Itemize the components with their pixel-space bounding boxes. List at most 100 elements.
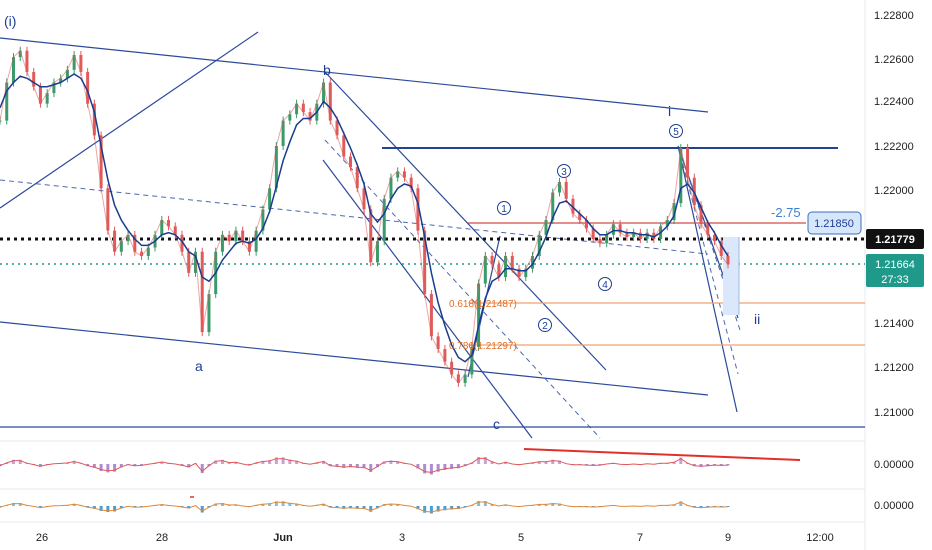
candle-body xyxy=(25,50,29,72)
candle-body xyxy=(463,374,467,383)
candle-body xyxy=(288,114,292,121)
y-tick-label: 1.22200 xyxy=(874,141,914,153)
x-tick-label: 28 xyxy=(156,532,168,544)
candle-body xyxy=(699,205,703,225)
candle-body xyxy=(113,230,117,252)
candle-body xyxy=(59,78,63,83)
indicator-tick-label: 0.00000 xyxy=(874,500,914,512)
candle-body xyxy=(79,55,83,72)
channel-lower-line xyxy=(0,321,709,396)
candle-body xyxy=(167,220,171,227)
candle-body xyxy=(308,112,312,121)
candle-body xyxy=(517,268,521,278)
candle-body xyxy=(65,69,69,79)
candle-body xyxy=(207,294,211,333)
candle-body xyxy=(402,171,406,178)
x-tick-label: 26 xyxy=(36,532,48,544)
candle-body xyxy=(625,232,629,237)
candle-body xyxy=(618,224,622,233)
y-tick-label: 1.21200 xyxy=(874,362,914,374)
x-tick-label: 5 xyxy=(518,532,524,544)
indicator-tick-label: 0.00000 xyxy=(874,459,914,471)
candle-body xyxy=(342,135,346,157)
candle-body xyxy=(268,188,272,210)
candle-body xyxy=(652,232,656,240)
wave-label-i: i xyxy=(668,103,671,119)
indicator-histogram-lower xyxy=(0,501,730,514)
candle-body xyxy=(504,255,508,278)
candle-body xyxy=(611,224,615,235)
candle-body xyxy=(227,234,231,242)
candle-body xyxy=(133,234,137,252)
candle-body xyxy=(389,177,393,199)
circled-count-5: 5 xyxy=(673,127,679,138)
candle-body xyxy=(322,82,326,104)
candle-body xyxy=(5,82,9,121)
candle-body xyxy=(220,234,224,252)
candle-body xyxy=(477,283,481,347)
candle-body xyxy=(0,120,2,122)
candle-body xyxy=(38,86,42,104)
candle-body xyxy=(140,251,144,256)
indicator-histogram-upper xyxy=(0,457,730,475)
circled-count-1-ring xyxy=(497,201,511,215)
annotations: (i) a b c i ii -2.75 xyxy=(4,13,801,432)
candle-body xyxy=(99,135,103,189)
current-price-tag: 1.21664 27:33 xyxy=(866,254,924,287)
countdown-label: 27:33 xyxy=(881,274,909,286)
candle-body xyxy=(45,93,49,104)
price-candles xyxy=(0,46,730,387)
candle-body xyxy=(193,251,197,273)
candle-body xyxy=(443,349,447,362)
candle-body xyxy=(578,213,582,220)
candle-body xyxy=(349,156,353,168)
wave-label-c: c xyxy=(493,416,500,432)
last-close-tag: 1.21779 xyxy=(866,229,924,249)
y-tick-label: 1.21400 xyxy=(874,318,914,330)
candle-body xyxy=(126,234,130,242)
wave-label-i-paren: (i) xyxy=(4,13,16,29)
fib-0786-label: 0.786(1.21297) xyxy=(449,341,517,352)
projection-box xyxy=(723,237,739,315)
candle-body xyxy=(72,55,76,70)
current-price-tag-label: 1.21664 xyxy=(875,259,915,271)
circled-count-2-ring xyxy=(538,318,552,332)
x-tick-label: 7 xyxy=(637,532,643,544)
candle-body xyxy=(679,148,683,204)
candle-body xyxy=(423,230,427,295)
x-tick-label: 3 xyxy=(399,532,405,544)
extension-label: -2.75 xyxy=(771,205,801,220)
circled-count-4-ring xyxy=(598,277,612,291)
candle-body xyxy=(483,255,487,284)
candle-body xyxy=(200,251,204,333)
candle-body xyxy=(173,226,177,235)
candle-body xyxy=(497,264,501,278)
x-tick-label: Jun xyxy=(273,532,293,544)
candle-body xyxy=(247,241,251,252)
circled-count-3: 3 xyxy=(561,167,567,178)
circled-count-1: 1 xyxy=(501,204,507,215)
candle-body xyxy=(638,232,642,240)
circled-count-2: 2 xyxy=(542,321,548,332)
candle-body xyxy=(295,103,299,115)
histogram-signal-line xyxy=(0,457,729,473)
candle-body xyxy=(537,234,541,256)
candle-body xyxy=(274,145,278,189)
candle-body xyxy=(18,50,22,58)
candle-body xyxy=(146,247,150,256)
candle-body xyxy=(564,181,568,199)
candle-body xyxy=(328,82,332,121)
candle-body xyxy=(490,255,494,265)
candle-body xyxy=(32,71,36,87)
wave-label-a: a xyxy=(195,358,203,374)
divergence-line xyxy=(523,448,801,461)
candle-body xyxy=(369,209,373,263)
candle-body xyxy=(429,294,433,337)
target-price-box: 1.21850 xyxy=(807,211,862,235)
abc-channel-dashed-line xyxy=(324,139,601,439)
candle-body xyxy=(719,241,723,256)
candle-body xyxy=(713,234,717,242)
candle-body xyxy=(234,230,238,242)
